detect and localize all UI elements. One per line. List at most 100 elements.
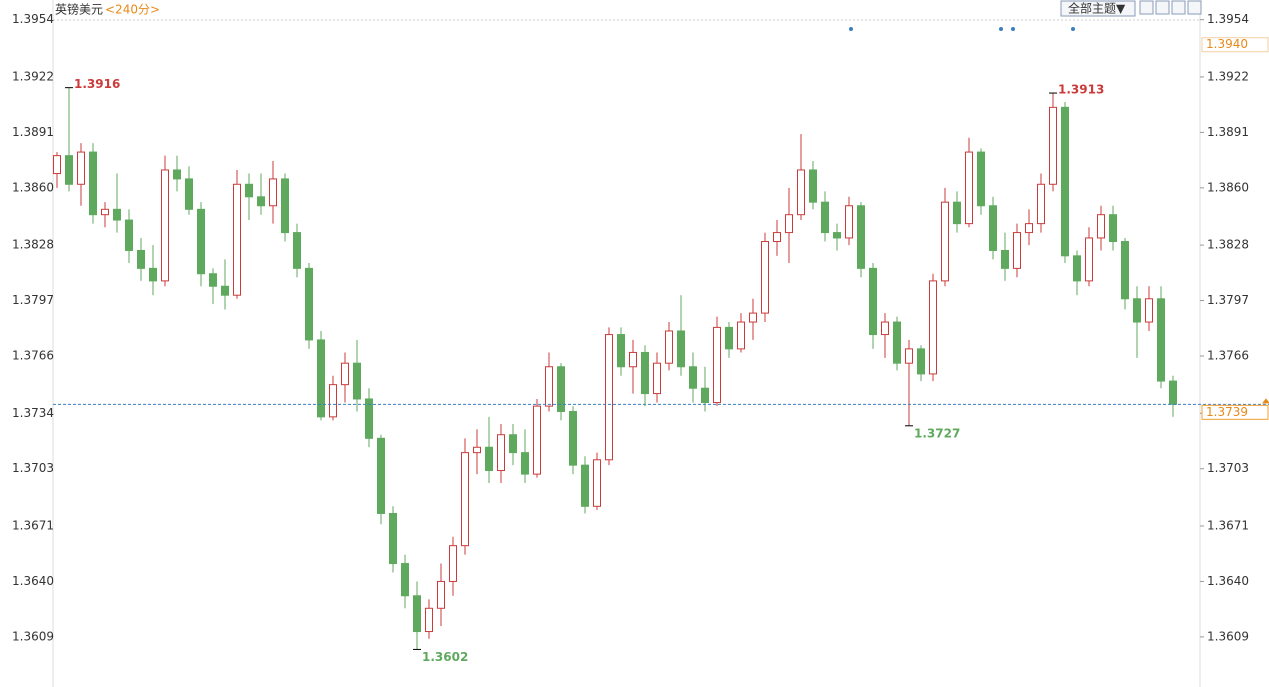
extreme-label: 1.3913: [1058, 83, 1104, 97]
candle-body: [1133, 298, 1141, 323]
candle-body: [893, 321, 901, 364]
event-dot: [1011, 27, 1015, 31]
candle-body: [413, 595, 421, 633]
y2-tick-label: 1.3828: [1207, 238, 1249, 252]
candle-body: [101, 208, 109, 216]
candle-body: [1025, 223, 1033, 234]
last-price-arrow: [1262, 398, 1269, 404]
candle-body: [377, 437, 385, 514]
last-price-label: 1.3739: [1206, 405, 1248, 419]
candle-body: [245, 183, 253, 198]
y2-tick-label: 1.3609: [1207, 629, 1249, 643]
candle-body: [485, 446, 493, 472]
y-tick-label: 1.3671: [12, 518, 54, 532]
y-tick-label: 1.3703: [12, 461, 54, 475]
candle-body: [1049, 106, 1057, 185]
y-tick-label: 1.3891: [12, 125, 54, 139]
theme-menu-label[interactable]: 全部主题▼: [1068, 1, 1126, 16]
candle-body: [845, 205, 853, 239]
candle-body: [209, 273, 217, 287]
candle-body: [509, 434, 517, 454]
candle-body: [269, 178, 277, 207]
candle-body: [881, 321, 889, 336]
candle-body: [1037, 183, 1045, 225]
candle-body: [557, 366, 565, 412]
y2-tick-label: 1.3797: [1207, 293, 1249, 307]
candle-body: [581, 464, 589, 507]
extreme-label: 1.3727: [914, 426, 960, 440]
candle-body: [713, 326, 721, 404]
candle-body: [185, 178, 193, 210]
candle-body: [1121, 241, 1129, 300]
candle-body: [857, 205, 865, 269]
y2-tick-label: 1.3922: [1207, 69, 1249, 83]
y2-tick-label: 1.3703: [1207, 461, 1249, 475]
candle-body: [65, 155, 73, 185]
y-tick-label: 1.3734: [12, 406, 54, 420]
y2-tick-label: 1.3671: [1207, 518, 1249, 532]
tool-button[interactable]: [1171, 0, 1186, 15]
candle-body: [53, 155, 61, 175]
last-price-box: [1201, 404, 1269, 420]
y-tick-label: 1.3954: [12, 12, 54, 26]
candle-body: [749, 312, 757, 323]
candle-body: [953, 201, 961, 225]
y-tick-label: 1.3797: [12, 293, 54, 307]
y-tick-label: 1.3766: [12, 349, 54, 363]
candle-body: [665, 330, 673, 364]
event-dot: [1071, 27, 1075, 31]
y-tick-label: 1.3640: [12, 574, 54, 588]
candle-body: [497, 434, 505, 472]
y2-tick-label: 1.3954: [1207, 12, 1249, 26]
candle-body: [1097, 214, 1105, 239]
candle-body: [617, 334, 625, 368]
candle-body: [257, 196, 265, 207]
candle-body: [329, 384, 337, 418]
candle-body: [809, 169, 817, 203]
marker-box: [1201, 37, 1269, 53]
tool-button[interactable]: [1139, 0, 1154, 15]
candle-body: [929, 280, 937, 375]
candle-body: [833, 232, 841, 239]
candle-body: [1145, 298, 1153, 323]
candle-body: [1109, 214, 1117, 243]
candle-body: [869, 267, 877, 336]
tool-button[interactable]: [1155, 0, 1170, 15]
candle-body: [137, 249, 145, 269]
candle-body: [113, 208, 121, 221]
theme-menu[interactable]: [1060, 0, 1136, 17]
candle-body: [125, 219, 133, 251]
candle-body: [545, 366, 553, 407]
candle-body: [401, 563, 409, 597]
candle-body: [689, 366, 697, 389]
candle-body: [593, 459, 601, 507]
candle-body: [77, 151, 85, 185]
tool-button[interactable]: [1187, 0, 1202, 15]
candle-body: [977, 151, 985, 207]
candle-body: [293, 232, 301, 269]
candle-body: [641, 351, 649, 395]
y2-tick-label: 1.3860: [1207, 180, 1249, 194]
chart-subtitle: <240分>: [105, 3, 160, 17]
candle-body: [989, 205, 997, 251]
toolbar[interactable]: [1139, 0, 1202, 15]
candle-body: [917, 348, 925, 375]
candle-body: [629, 351, 637, 368]
candle-body: [533, 405, 541, 475]
candle-body: [281, 178, 289, 234]
candle-body: [1001, 249, 1009, 269]
candle-body: [905, 348, 913, 364]
candle-body: [1061, 106, 1069, 257]
candle-body: [221, 285, 229, 296]
candle-body: [797, 169, 805, 216]
candle-body: [149, 267, 157, 282]
candle-body: [1157, 298, 1165, 382]
candle-body: [821, 201, 829, 234]
y2-tick-label: 1.3640: [1207, 574, 1249, 588]
candle-body: [89, 151, 97, 216]
candle-body: [941, 201, 949, 282]
candle-body: [197, 208, 205, 275]
candle-body: [353, 362, 361, 400]
candle-body: [173, 169, 181, 180]
candle-body: [161, 169, 169, 282]
